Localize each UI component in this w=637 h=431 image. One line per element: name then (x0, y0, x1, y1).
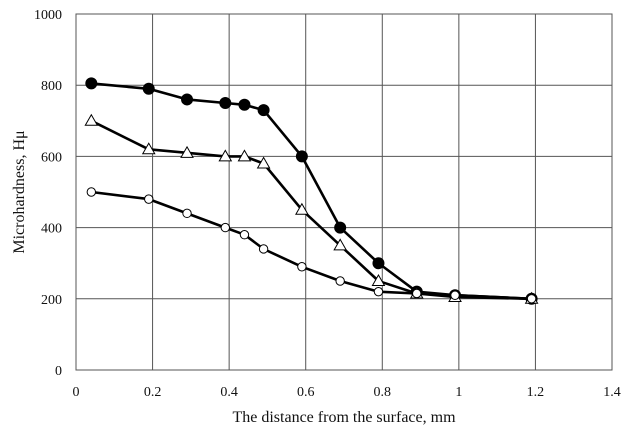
data-point-open-circle (144, 194, 154, 204)
data-point-open-triangle (180, 145, 194, 158)
x-tick-label: 0.2 (144, 385, 162, 400)
data-point-filled-circle (257, 104, 270, 117)
data-point-open-triangle (84, 113, 99, 126)
plot-frame (75, 13, 613, 371)
y-tick-label: 600 (41, 150, 62, 165)
x-tick-label: 1 (455, 385, 462, 400)
data-point-open-triangle (371, 273, 386, 286)
series-2-line (90, 119, 532, 301)
x-axis-ticks: 0 0.2 0.4 0.6 0.8 1 1.2 1.4 (73, 385, 621, 400)
series-lines (90, 82, 532, 301)
data-point-open-circle (86, 187, 97, 197)
data-point-open-circle (239, 230, 250, 240)
data-point-open-circle (450, 290, 460, 300)
data-point-open-triangle (141, 142, 156, 155)
data-point-open-circle (182, 208, 192, 219)
data-point-filled-circle (142, 82, 155, 95)
data-point-open-circle (373, 286, 384, 297)
data-point-open-circle (220, 222, 231, 233)
x-tick-label: 0.8 (374, 385, 392, 400)
data-point-open-circle (258, 244, 269, 254)
y-axis-ticks: 0 200 400 600 800 1000 (34, 8, 62, 379)
data-point-open-circle (412, 288, 422, 299)
data-point-filled-circle (181, 93, 194, 106)
series-markers (84, 77, 539, 305)
y-tick-label: 400 (41, 222, 62, 237)
data-point-filled-circle (219, 97, 232, 109)
series-1-line (91, 82, 532, 301)
data-point-filled-circle (334, 221, 347, 234)
data-point-open-circle (335, 276, 345, 286)
x-tick-label: 0.4 (220, 385, 238, 400)
x-tick-label: 1.4 (603, 385, 621, 400)
data-point-filled-circle (238, 98, 251, 111)
y-tick-label: 800 (41, 79, 62, 94)
data-point-open-triangle (256, 156, 271, 169)
data-point-open-circle (297, 262, 307, 272)
x-tick-label: 0.6 (297, 385, 315, 400)
data-point-filled-circle (295, 150, 308, 163)
data-point-filled-circle (372, 257, 385, 270)
series-3-line (91, 190, 532, 301)
grid-lines (75, 13, 613, 371)
y-axis-label: Microhardness, Hμ (11, 130, 28, 253)
y-tick-label: 1000 (34, 8, 62, 23)
data-point-filled-circle (85, 77, 98, 90)
data-point-open-circle (526, 294, 537, 304)
y-tick-label: 0 (55, 364, 62, 379)
x-tick-label: 0 (73, 385, 80, 400)
x-tick-label: 1.2 (527, 385, 545, 400)
data-point-open-triangle (333, 238, 348, 251)
x-axis-label: The distance from the surface, mm (232, 409, 456, 426)
data-point-open-triangle (295, 202, 309, 215)
y-tick-label: 200 (41, 293, 62, 308)
data-point-open-triangle (218, 149, 233, 162)
data-point-open-triangle (237, 149, 252, 162)
